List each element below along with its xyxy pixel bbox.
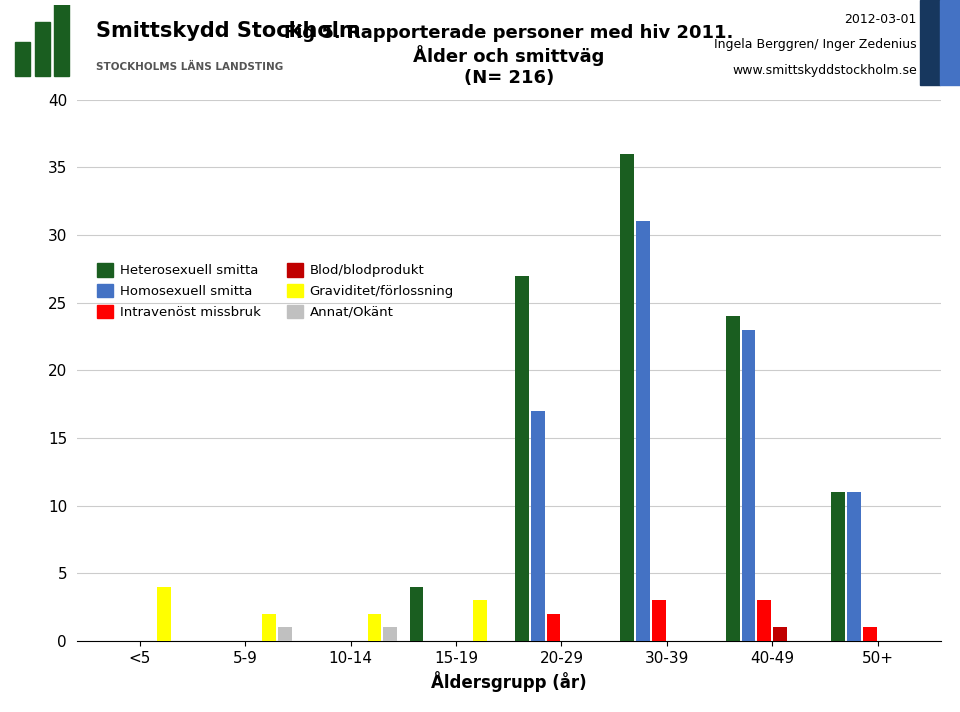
FancyBboxPatch shape: [940, 0, 960, 85]
Bar: [652, 600, 666, 641]
Bar: [156, 587, 171, 641]
Bar: [847, 492, 861, 641]
Legend: Heterosexuell smitta, Homosexuell smitta, Intravenöst missbruk, Blod/blodprodukt: Heterosexuell smitta, Homosexuell smitta…: [92, 258, 459, 324]
Bar: [636, 221, 650, 641]
Bar: [36, 22, 50, 76]
Bar: [742, 330, 756, 641]
Text: Ingela Berggren/ Inger Zedenius: Ingela Berggren/ Inger Zedenius: [714, 38, 917, 51]
Bar: [757, 600, 771, 641]
Bar: [531, 411, 544, 641]
Bar: [620, 154, 635, 641]
Bar: [410, 587, 423, 641]
Bar: [262, 614, 276, 641]
Text: Smittskydd Stockholm: Smittskydd Stockholm: [96, 21, 361, 41]
Text: STOCKHOLMS LÄNS LANDSTING: STOCKHOLMS LÄNS LANDSTING: [96, 61, 283, 72]
Text: www.smittskyddstockholm.se: www.smittskyddstockholm.se: [732, 64, 917, 77]
FancyBboxPatch shape: [920, 0, 940, 85]
Bar: [473, 600, 487, 641]
X-axis label: Åldersgrupp (år): Åldersgrupp (år): [431, 671, 587, 692]
Bar: [14, 43, 30, 76]
Text: 2012-03-01: 2012-03-01: [845, 13, 917, 26]
Bar: [547, 614, 561, 641]
Title: Fig 5. Rapporterade personer med hiv 2011.
Ålder och smittväg
(N= 216): Fig 5. Rapporterade personer med hiv 201…: [284, 23, 733, 87]
Bar: [863, 627, 876, 641]
Bar: [54, 1, 69, 76]
Bar: [773, 627, 787, 641]
Bar: [278, 627, 292, 641]
Bar: [368, 614, 381, 641]
Bar: [831, 492, 845, 641]
Bar: [726, 316, 739, 641]
Bar: [383, 627, 397, 641]
Bar: [516, 276, 529, 641]
